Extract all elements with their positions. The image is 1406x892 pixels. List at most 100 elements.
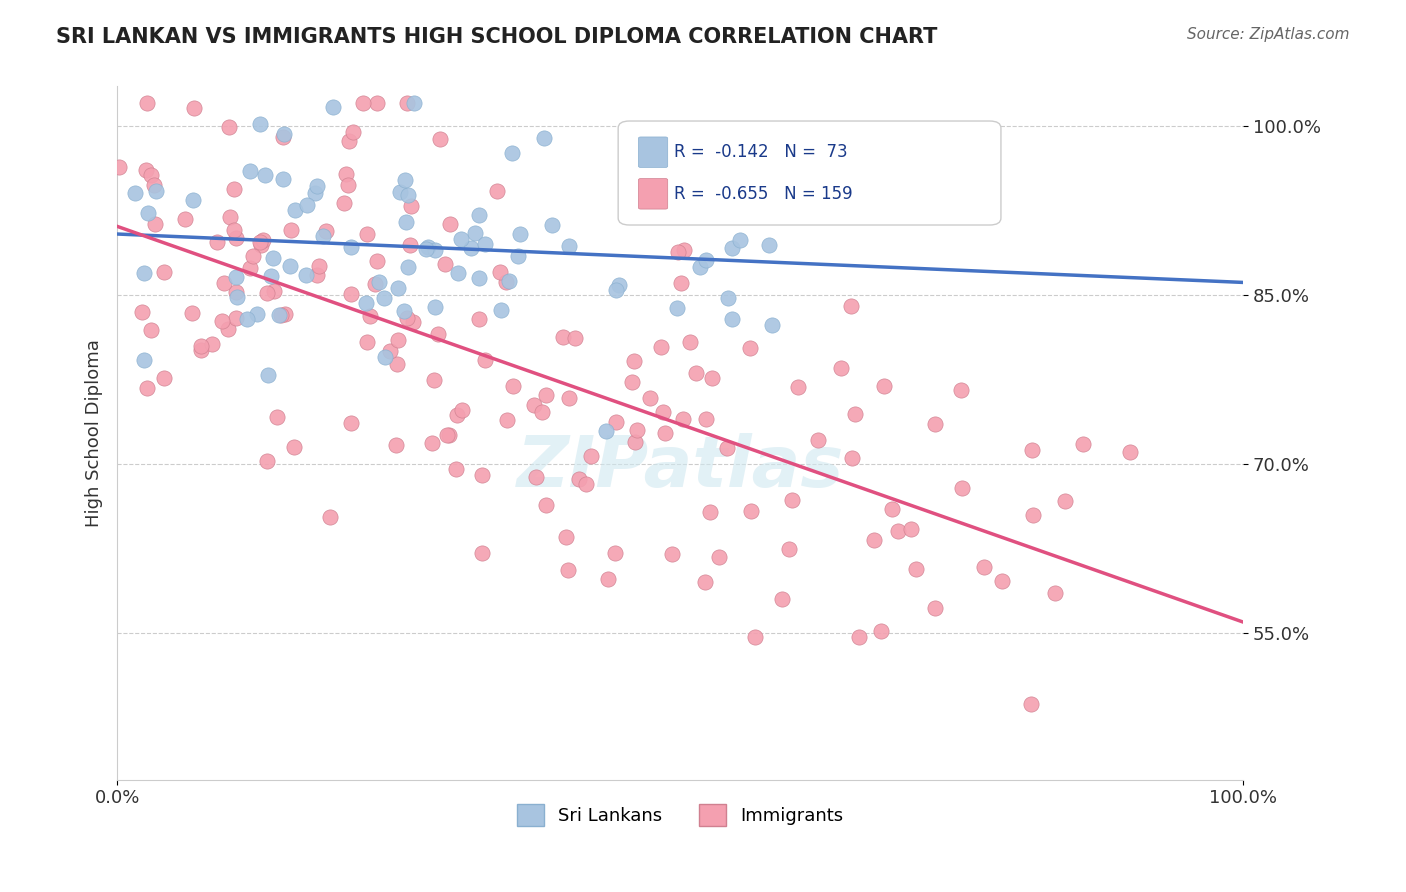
Point xyxy=(256,285,278,300)
Point xyxy=(451,403,474,417)
Point xyxy=(717,291,740,305)
Point xyxy=(273,172,295,186)
Point xyxy=(374,351,396,365)
Point xyxy=(880,502,903,516)
Point xyxy=(761,318,783,332)
Point xyxy=(654,425,676,440)
Point xyxy=(270,308,292,322)
Point xyxy=(605,283,627,297)
Point xyxy=(474,352,496,367)
Point xyxy=(607,277,630,292)
Point xyxy=(340,287,363,301)
Point xyxy=(222,223,245,237)
Point xyxy=(307,268,329,282)
Point xyxy=(359,310,381,324)
Point xyxy=(651,405,673,419)
Point xyxy=(605,546,627,560)
Point xyxy=(225,285,247,300)
Point xyxy=(502,379,524,393)
Point xyxy=(991,574,1014,588)
Point xyxy=(395,310,418,325)
Point xyxy=(778,542,800,557)
Point xyxy=(392,304,415,318)
Point xyxy=(471,468,494,483)
Point xyxy=(863,533,886,547)
Point xyxy=(695,252,717,267)
FancyBboxPatch shape xyxy=(638,137,668,168)
Point xyxy=(728,234,751,248)
Point xyxy=(807,433,830,447)
Point xyxy=(721,312,744,326)
Point xyxy=(557,563,579,577)
Point xyxy=(152,370,174,384)
Point xyxy=(387,334,409,348)
Point xyxy=(415,242,437,256)
Point xyxy=(134,353,156,368)
Point xyxy=(721,241,744,255)
Point xyxy=(352,96,374,111)
Point xyxy=(673,243,696,257)
Point xyxy=(239,260,262,275)
Point xyxy=(1119,444,1142,458)
Point xyxy=(108,160,131,174)
Point xyxy=(558,391,581,405)
Text: R =  -0.655   N = 159: R = -0.655 N = 159 xyxy=(675,185,853,202)
Point xyxy=(263,284,285,298)
Point xyxy=(246,306,269,320)
Point xyxy=(534,388,557,402)
Point xyxy=(506,249,529,263)
Text: SRI LANKAN VS IMMIGRANTS HIGH SCHOOL DIPLOMA CORRELATION CHART: SRI LANKAN VS IMMIGRANTS HIGH SCHOOL DIP… xyxy=(56,27,938,46)
Point xyxy=(841,451,863,466)
Point xyxy=(534,498,557,512)
Point xyxy=(598,572,620,586)
Text: R =  -0.142   N =  73: R = -0.142 N = 73 xyxy=(675,144,848,161)
Point xyxy=(924,417,946,431)
Point xyxy=(498,274,520,288)
Point xyxy=(387,280,409,294)
Point xyxy=(595,424,617,438)
Point xyxy=(340,240,363,254)
Point xyxy=(225,231,247,245)
Point xyxy=(135,163,157,178)
Point xyxy=(354,295,377,310)
Point xyxy=(394,173,416,187)
Point xyxy=(626,423,648,437)
Point xyxy=(488,265,510,279)
Point xyxy=(416,240,439,254)
Point xyxy=(402,315,425,329)
Text: Source: ZipAtlas.com: Source: ZipAtlas.com xyxy=(1187,27,1350,42)
Point xyxy=(605,415,627,429)
Point xyxy=(217,322,239,336)
Point xyxy=(283,441,305,455)
Point xyxy=(949,383,972,397)
Point xyxy=(190,343,212,357)
Point xyxy=(254,169,277,183)
Point xyxy=(665,301,688,315)
Point xyxy=(273,127,295,141)
Point xyxy=(249,235,271,250)
Legend: Sri Lankans, Immigrants: Sri Lankans, Immigrants xyxy=(509,797,851,833)
Point xyxy=(848,631,870,645)
Point xyxy=(367,276,389,290)
Point xyxy=(787,380,810,394)
Point xyxy=(558,238,581,252)
Point xyxy=(758,238,780,252)
Point xyxy=(436,428,458,442)
Point xyxy=(181,306,204,320)
Point xyxy=(1022,508,1045,522)
Point xyxy=(201,337,224,351)
Point xyxy=(1021,443,1043,458)
Point xyxy=(398,237,420,252)
Point xyxy=(249,238,271,252)
Point xyxy=(434,257,457,271)
Point xyxy=(699,505,721,519)
Point xyxy=(226,289,249,303)
Point xyxy=(139,323,162,337)
Point xyxy=(669,276,692,290)
Point xyxy=(322,100,344,114)
Point xyxy=(839,299,862,313)
Point xyxy=(340,416,363,430)
Point xyxy=(356,227,378,242)
Y-axis label: High School Diploma: High School Diploma xyxy=(86,339,103,527)
Point xyxy=(218,120,240,135)
